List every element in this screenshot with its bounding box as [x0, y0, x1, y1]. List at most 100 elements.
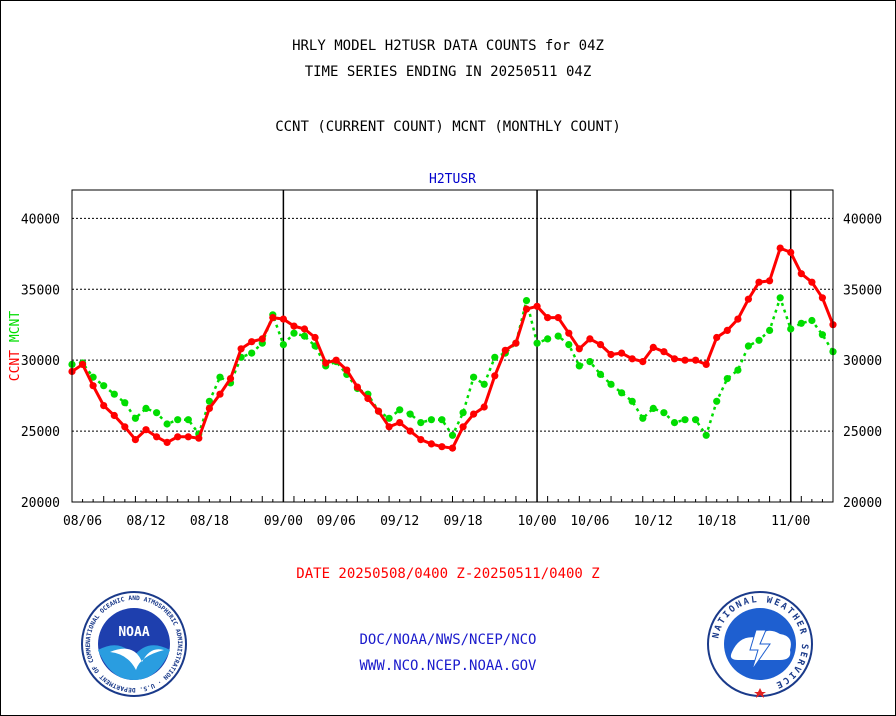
- y-label-ccnt: CCNT: [8, 342, 23, 381]
- data-point-mcnt: [787, 325, 795, 333]
- data-point-ccnt: [734, 315, 742, 323]
- data-point-ccnt: [596, 341, 605, 349]
- plot-frame: [71, 189, 834, 503]
- x-tick-label: 09/00: [264, 514, 303, 529]
- data-point-mcnt: [596, 370, 605, 378]
- data-point-ccnt: [343, 366, 351, 374]
- data-point-ccnt: [533, 302, 541, 310]
- x-tick-label: 08/18: [190, 514, 229, 529]
- data-point-mcnt: [279, 341, 287, 349]
- data-point-mcnt: [216, 373, 224, 381]
- data-point-ccnt: [279, 315, 287, 323]
- data-point-ccnt: [565, 329, 573, 337]
- org-label: DOC/NOAA/NWS/NCEP/NCO: [359, 632, 537, 648]
- data-point-mcnt: [406, 410, 414, 418]
- y-tick-label-right: 40000: [843, 212, 882, 227]
- data-point-mcnt: [766, 326, 774, 334]
- data-point-mcnt: [153, 409, 161, 417]
- data-point-ccnt: [353, 383, 361, 391]
- data-point-mcnt: [660, 409, 668, 417]
- data-point-ccnt: [438, 443, 446, 451]
- data-point-ccnt: [544, 314, 552, 322]
- data-point-ccnt: [787, 248, 795, 256]
- y-axis-label: CCNT MCNT: [8, 311, 23, 382]
- chart-title-line1: HRLY MODEL H2TUSR DATA COUNTS for 04Z: [292, 38, 604, 54]
- x-tick-label: 10/06: [570, 514, 609, 529]
- data-point-mcnt: [618, 389, 626, 397]
- data-point-mcnt: [723, 375, 731, 383]
- data-point-ccnt: [174, 433, 182, 441]
- data-point-ccnt: [153, 433, 161, 441]
- data-point-mcnt: [692, 416, 700, 424]
- noaa-logo-text: NOAA: [118, 625, 149, 640]
- data-point-ccnt: [459, 423, 467, 431]
- data-point-ccnt: [766, 277, 774, 285]
- data-point-mcnt: [131, 414, 139, 422]
- y-tick-label-right: 20000: [843, 496, 882, 511]
- y-label-mcnt: MCNT: [8, 311, 23, 342]
- data-point-mcnt: [755, 336, 763, 344]
- data-point-mcnt: [713, 397, 721, 405]
- data-point-ccnt: [142, 426, 150, 434]
- data-point-ccnt: [100, 402, 108, 410]
- data-point-ccnt: [670, 355, 679, 363]
- data-point-ccnt: [406, 427, 414, 435]
- data-point-ccnt: [755, 278, 763, 286]
- data-point-mcnt: [544, 335, 552, 343]
- data-point-mcnt: [586, 358, 594, 366]
- data-point-mcnt: [459, 409, 467, 417]
- data-point-ccnt: [79, 360, 87, 368]
- data-point-ccnt: [808, 278, 816, 286]
- data-point-mcnt: [797, 319, 805, 327]
- data-point-ccnt: [110, 411, 118, 420]
- data-point-ccnt: [417, 436, 425, 444]
- x-tick-label: 10/18: [697, 514, 736, 529]
- nws-logo-icon: NATIONAL WEATHER SERVICE: [707, 591, 813, 698]
- data-point-ccnt: [723, 326, 731, 334]
- data-point-mcnt: [808, 316, 816, 325]
- y-tick-label-left: 35000: [21, 283, 60, 298]
- url-link[interactable]: WWW.NCO.NCEP.NOAA.GOV: [359, 658, 537, 674]
- data-point-ccnt: [618, 349, 626, 357]
- grid-lines: [72, 217, 833, 432]
- series-layer: [68, 244, 837, 452]
- data-point-ccnt: [522, 305, 531, 313]
- y-tick-label-right: 25000: [843, 425, 882, 440]
- date-range-label: DATE 20250508/0400 Z-20250511/0400 Z: [296, 566, 600, 582]
- y-tick-label-right: 30000: [843, 354, 882, 369]
- data-point-mcnt: [734, 366, 742, 374]
- data-point-ccnt: [311, 333, 319, 342]
- data-point-ccnt: [237, 345, 245, 353]
- x-tick-label: 10/12: [634, 514, 673, 529]
- data-point-ccnt: [512, 339, 520, 347]
- data-point-mcnt: [670, 419, 679, 427]
- data-point-mcnt: [417, 419, 425, 427]
- data-point-ccnt: [491, 372, 499, 380]
- data-point-ccnt: [216, 390, 224, 398]
- data-point-mcnt: [385, 414, 393, 422]
- data-point-mcnt: [110, 390, 118, 398]
- y-axis-label-text: CCNT MCNT: [8, 311, 23, 382]
- data-point-ccnt: [681, 356, 689, 364]
- data-point-mcnt: [248, 349, 256, 357]
- data-point-mcnt: [427, 416, 435, 424]
- x-tick-label: 08/06: [63, 514, 102, 529]
- data-point-ccnt: [300, 325, 309, 333]
- data-point-ccnt: [121, 423, 129, 431]
- data-point-mcnt: [744, 342, 753, 350]
- data-point-ccnt: [205, 404, 213, 412]
- data-point-ccnt: [269, 314, 277, 322]
- data-point-ccnt: [374, 407, 383, 415]
- data-point-ccnt: [448, 444, 457, 452]
- data-point-mcnt: [575, 362, 583, 370]
- y-tick-label-left: 30000: [21, 354, 60, 369]
- data-point-mcnt: [522, 297, 531, 305]
- x-ticks: 08/06 08/12 08/18 09/06 09/12 09/18 10/06 10/12…: [63, 496, 823, 529]
- data-point-mcnt: [205, 397, 213, 405]
- data-point-ccnt: [649, 343, 657, 351]
- data-point-mcnt: [184, 416, 192, 424]
- data-point-ccnt: [575, 345, 583, 353]
- data-point-ccnt: [470, 410, 478, 418]
- data-point-mcnt: [142, 404, 150, 412]
